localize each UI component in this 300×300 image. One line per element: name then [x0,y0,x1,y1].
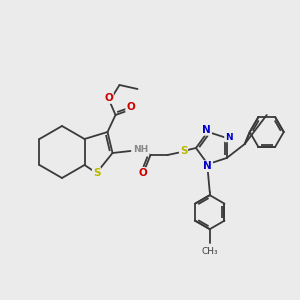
Text: N: N [202,125,211,135]
Text: NH: NH [134,146,149,154]
Text: O: O [104,93,113,103]
Text: S: S [93,168,100,178]
Text: N: N [225,133,232,142]
Text: O: O [138,168,147,178]
Text: CH₃: CH₃ [201,247,218,256]
Text: N: N [203,161,212,171]
Text: S: S [180,146,187,156]
Text: O: O [126,102,135,112]
